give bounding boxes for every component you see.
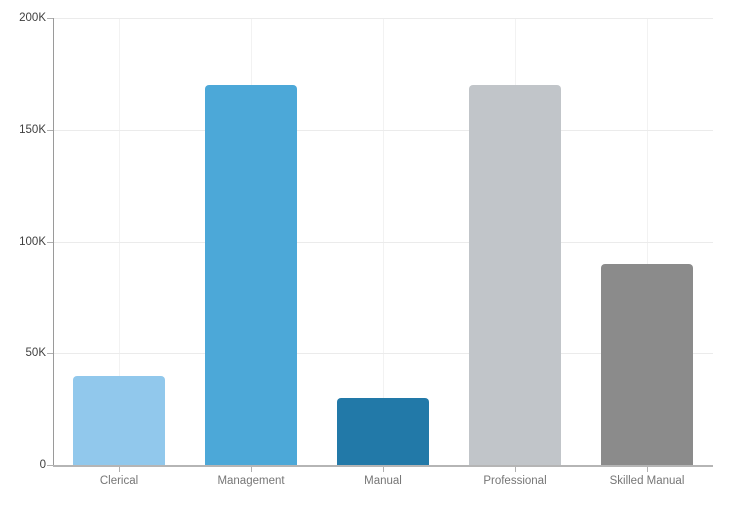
x-axis-tick <box>647 467 648 472</box>
x-axis-tick <box>119 467 120 472</box>
horizontal-gridline <box>53 353 713 354</box>
x-axis-label: Management <box>217 475 285 487</box>
bar-manual[interactable] <box>337 398 429 465</box>
horizontal-gridline <box>53 130 713 131</box>
y-axis-tick <box>47 130 53 131</box>
horizontal-gridline <box>53 18 713 19</box>
x-axis-tick <box>251 467 252 472</box>
x-axis-label: Clerical <box>99 475 139 487</box>
y-axis-tick <box>47 353 53 354</box>
bar-skilled-manual[interactable] <box>601 264 693 465</box>
vertical-gridline <box>119 18 120 465</box>
bar-clerical[interactable] <box>73 376 165 465</box>
horizontal-gridline <box>53 242 713 243</box>
y-axis-label: 0 <box>39 459 46 471</box>
x-axis-label: Manual <box>364 475 402 487</box>
x-axis-tick <box>383 467 384 472</box>
x-axis-label: Professional <box>483 475 547 487</box>
x-axis-line <box>53 465 713 467</box>
x-axis-tick <box>515 467 516 472</box>
vertical-gridline <box>647 18 648 465</box>
bar-management[interactable] <box>205 85 297 465</box>
y-axis-line <box>53 18 54 467</box>
y-axis-label: 50K <box>25 347 46 359</box>
bar-professional[interactable] <box>469 85 561 465</box>
y-axis-label: 200K <box>19 12 46 24</box>
y-axis-tick <box>47 18 53 19</box>
x-axis-label: Skilled Manual <box>609 475 685 487</box>
vertical-gridline <box>383 18 384 465</box>
y-axis-label: 100K <box>19 236 46 248</box>
y-axis-label: 150K <box>19 124 46 136</box>
y-axis-tick <box>47 242 53 243</box>
y-axis-tick <box>47 465 53 466</box>
